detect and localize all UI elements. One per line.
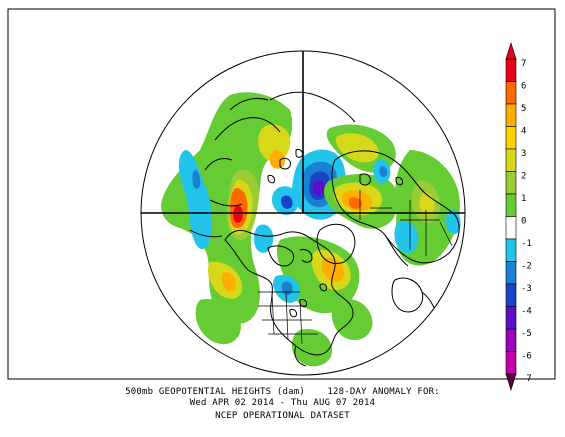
colorbar: 7 6 5 4 3 2 1 0 -1 -2 -3 -4 -5 -6 -7 [505, 41, 532, 392]
map-title-line-1: 500mb GEOPOTENTIAL HEIGHTS (dam) 128-DAY… [125, 387, 440, 397]
colorbar-label: -2 [521, 262, 532, 272]
map-source: NCEP OPERATIONAL DATASET [215, 411, 350, 421]
colorbar-label: -5 [521, 329, 532, 339]
colorbar-segment [505, 261, 517, 285]
coastlines [189, 91, 460, 367]
colorbar-label: -4 [521, 307, 532, 317]
colorbar-label: 2 [521, 172, 526, 182]
colorbar-label: 1 [521, 194, 526, 204]
colorbar-segment [505, 283, 517, 307]
colorbar-label: 3 [521, 149, 526, 159]
colorbar-segment [505, 126, 517, 150]
map-title-line-2: Wed APR 02 2014 - Thu AUG 07 2014 [189, 398, 376, 408]
anomaly-shading [161, 92, 461, 367]
political-borders [258, 190, 453, 345]
colorbar-segment [505, 328, 517, 352]
colorbar-segment [505, 103, 517, 127]
colorbar-label: -1 [521, 239, 532, 249]
colorbar-segment [505, 238, 517, 262]
colorbar-segment [505, 171, 517, 195]
colorbar-label: -6 [521, 352, 532, 362]
colorbar-label: -3 [521, 284, 532, 294]
colorbar-segment [505, 306, 517, 330]
colorbar-arrow-bottom [505, 373, 517, 392]
colorbar-segment [505, 193, 517, 217]
colorbar-segment [505, 148, 517, 172]
colorbar-label: 0 [521, 217, 526, 227]
colorbar-segment [505, 216, 517, 240]
figure-border [7, 8, 556, 380]
colorbar-label: 7 [521, 59, 526, 69]
colorbar-label: -7 [521, 374, 532, 384]
positive-anomaly-region [161, 92, 293, 324]
colorbar-label: 6 [521, 82, 526, 92]
polar-map [141, 51, 465, 375]
colorbar-label: 5 [521, 104, 526, 114]
colorbar-segment [505, 58, 517, 82]
colorbar-segment [505, 81, 517, 105]
colorbar-label: 4 [521, 127, 526, 137]
colorbar-arrow-top [505, 41, 517, 60]
colorbar-segment [505, 351, 517, 375]
